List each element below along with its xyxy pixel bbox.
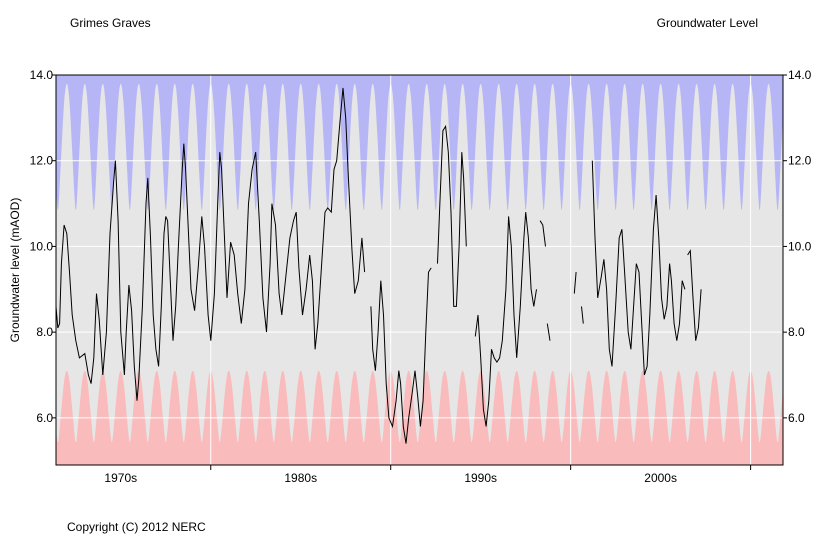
y-axis-title: Groundwater level (mAOD): [8, 198, 22, 343]
y-axis-left: 6.0 8.0 10.0 12.0 14.0: [30, 68, 56, 425]
y-tick-label-left: 14.0: [30, 68, 54, 82]
series-line-segment: [581, 306, 584, 324]
high-band-fill: [56, 75, 783, 210]
x-tick-label: 1970s: [104, 471, 137, 485]
y-tick-label-right: 10.0: [788, 239, 812, 253]
x-tick-label: 2000s: [644, 471, 677, 485]
y-tick-label-right: 6.0: [788, 411, 805, 425]
copyright-notice: Copyright (C) 2012 NERC: [67, 520, 206, 534]
y-tick-label-right: 8.0: [788, 325, 805, 339]
x-tick-label: 1980s: [284, 471, 317, 485]
y-tick-label-right: 12.0: [788, 154, 812, 168]
x-axis: 1970s 1980s 1990s 2000s: [104, 465, 752, 485]
site-title: Grimes Graves: [70, 16, 151, 30]
y-tick-label-left: 8.0: [36, 325, 53, 339]
series-line-segment: [370, 267, 432, 444]
series-line-segment: [546, 323, 551, 341]
y-tick-label-right: 14.0: [788, 68, 812, 82]
groundwater-level-series: [55, 87, 702, 444]
series-line-segment: [591, 160, 686, 376]
low-level-seasonal-band: [56, 370, 783, 465]
low-band-fill: [56, 370, 783, 465]
series-line-segment: [474, 212, 537, 427]
y-tick-label-left: 6.0: [36, 411, 53, 425]
x-tick-label: 1990s: [464, 471, 497, 485]
high-level-seasonal-band: [56, 75, 783, 210]
y-axis-right: 6.0 8.0 10.0 12.0 14.0: [783, 68, 812, 425]
series-line-segment: [55, 87, 366, 401]
series-line-segment: [437, 124, 467, 307]
series-line-segment: [573, 272, 577, 294]
y-tick-label-left: 10.0: [30, 239, 54, 253]
plot-frame: [55, 74, 784, 466]
series-line-segment: [687, 249, 702, 341]
series-line-segment: [539, 220, 546, 247]
y-tick-label-left: 12.0: [30, 154, 54, 168]
chart-title: Groundwater Level: [656, 16, 758, 30]
